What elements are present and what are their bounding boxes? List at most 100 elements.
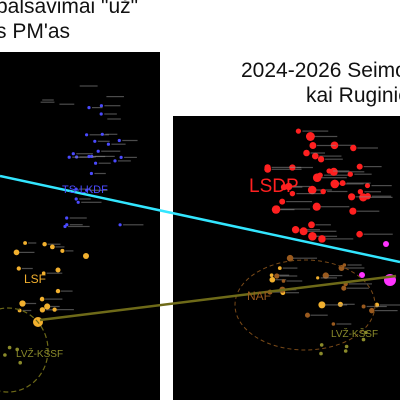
node-label-tick bbox=[356, 210, 380, 212]
node-lvz bbox=[7, 345, 12, 350]
node-label-tick bbox=[299, 229, 320, 231]
node-lsdp bbox=[347, 171, 353, 177]
node-label-tick bbox=[319, 155, 342, 157]
node-lsdp bbox=[329, 167, 338, 176]
node-lsdp bbox=[264, 164, 271, 171]
node-lsdp bbox=[273, 205, 281, 213]
node-label-tick bbox=[282, 267, 298, 269]
left-heading-line2: s PM'as bbox=[0, 20, 71, 43]
node-lsdp bbox=[312, 173, 322, 182]
node-lsf bbox=[13, 249, 20, 256]
node-lsf bbox=[39, 296, 45, 302]
node-lsdp bbox=[279, 198, 286, 205]
node-naf bbox=[286, 254, 294, 262]
node-lsdp bbox=[317, 156, 325, 163]
nodes-layer bbox=[3, 85, 400, 365]
node-lsdp bbox=[309, 142, 317, 149]
node-label-tick bbox=[21, 267, 33, 270]
node-ts-lkdf bbox=[67, 155, 71, 159]
node-label-tick bbox=[371, 195, 392, 197]
node-ts-lkdf bbox=[93, 139, 97, 143]
node-label-tick bbox=[379, 304, 400, 306]
node-lsdp bbox=[299, 227, 308, 236]
node-naf bbox=[316, 276, 320, 280]
node-lsf bbox=[42, 241, 47, 247]
node-lsdp bbox=[285, 182, 293, 191]
node-label-tick bbox=[275, 279, 287, 281]
node-ts-lkdf bbox=[113, 159, 117, 163]
node-label-tick bbox=[98, 162, 111, 164]
node-label-tick bbox=[310, 152, 326, 154]
node-label-tick bbox=[89, 134, 109, 136]
node-lsf bbox=[44, 303, 51, 310]
node-label-tick bbox=[344, 267, 365, 269]
node-label-tick bbox=[81, 201, 102, 203]
cluster-label-lvz-right: LVŽ-KŠSF bbox=[331, 327, 378, 340]
node-label-tick bbox=[57, 309, 74, 311]
node-label-tick bbox=[346, 287, 369, 289]
node-lvz bbox=[344, 344, 349, 349]
node-label-tick bbox=[42, 99, 54, 101]
node-ts-lkdf bbox=[87, 154, 91, 159]
node-lvz bbox=[18, 360, 23, 365]
node-label-tick bbox=[50, 305, 60, 308]
node-label-tick bbox=[271, 166, 302, 168]
node-label-tick bbox=[69, 224, 83, 226]
node-lsdp bbox=[307, 185, 317, 195]
node-label-tick bbox=[79, 198, 91, 200]
node-lsdp bbox=[339, 180, 346, 187]
node-label-tick bbox=[315, 224, 331, 226]
node-label-tick bbox=[124, 156, 137, 158]
node-label-tick bbox=[314, 135, 338, 138]
node-lsdp bbox=[303, 149, 310, 157]
node-lsdp bbox=[356, 230, 363, 238]
node-label-tick bbox=[324, 304, 348, 306]
node-ts-lkdf bbox=[99, 104, 103, 108]
node-lvz bbox=[3, 353, 7, 357]
node-label-tick bbox=[321, 177, 347, 179]
node-lsf bbox=[52, 307, 57, 312]
node-label-tick bbox=[19, 251, 35, 253]
node-lsf bbox=[23, 241, 28, 245]
node-highlight bbox=[359, 272, 365, 278]
node-label-tick bbox=[327, 190, 348, 193]
node-ts-lkdf bbox=[76, 200, 80, 204]
node-ts-lkdf bbox=[65, 216, 69, 220]
node-lsdp bbox=[308, 221, 315, 229]
node-label-tick bbox=[279, 275, 298, 277]
node-naf bbox=[269, 273, 274, 278]
node-lsf bbox=[16, 266, 21, 271]
node-lsdp bbox=[349, 207, 357, 215]
node-label-tick bbox=[47, 243, 61, 245]
node-ts-lkdf bbox=[96, 149, 100, 153]
cluster-label-lvz-left: LVŽ-KŠSF bbox=[16, 347, 63, 360]
node-label-tick bbox=[288, 186, 303, 188]
node-label-tick bbox=[324, 174, 353, 176]
node-label-tick bbox=[336, 323, 352, 325]
node-ts-lkdf bbox=[65, 223, 69, 227]
node-label-tick bbox=[285, 292, 300, 294]
node-naf bbox=[318, 301, 326, 309]
node-lsdp bbox=[320, 188, 326, 195]
node-lsf bbox=[83, 253, 89, 259]
lvz-ellipse-left bbox=[0, 307, 49, 393]
node-label-tick bbox=[68, 225, 90, 228]
node-label-tick bbox=[343, 303, 355, 305]
node-naf bbox=[322, 272, 329, 279]
node-lsdp bbox=[289, 190, 296, 197]
node-lsf bbox=[49, 244, 55, 250]
node-lsf bbox=[55, 288, 61, 294]
node-lvz bbox=[364, 330, 368, 335]
node-ts-lkdf bbox=[106, 142, 110, 146]
node-label-tick bbox=[280, 208, 311, 210]
node-naf bbox=[361, 304, 366, 309]
node-label-tick bbox=[273, 291, 284, 293]
node-label-tick bbox=[296, 166, 313, 169]
node-ts-lkdf bbox=[100, 132, 104, 136]
node-label-tick bbox=[107, 118, 121, 120]
node-naf bbox=[274, 273, 280, 279]
node-label-tick bbox=[97, 140, 110, 142]
node-label-tick bbox=[101, 150, 121, 152]
node-ts-lkdf bbox=[74, 187, 78, 191]
